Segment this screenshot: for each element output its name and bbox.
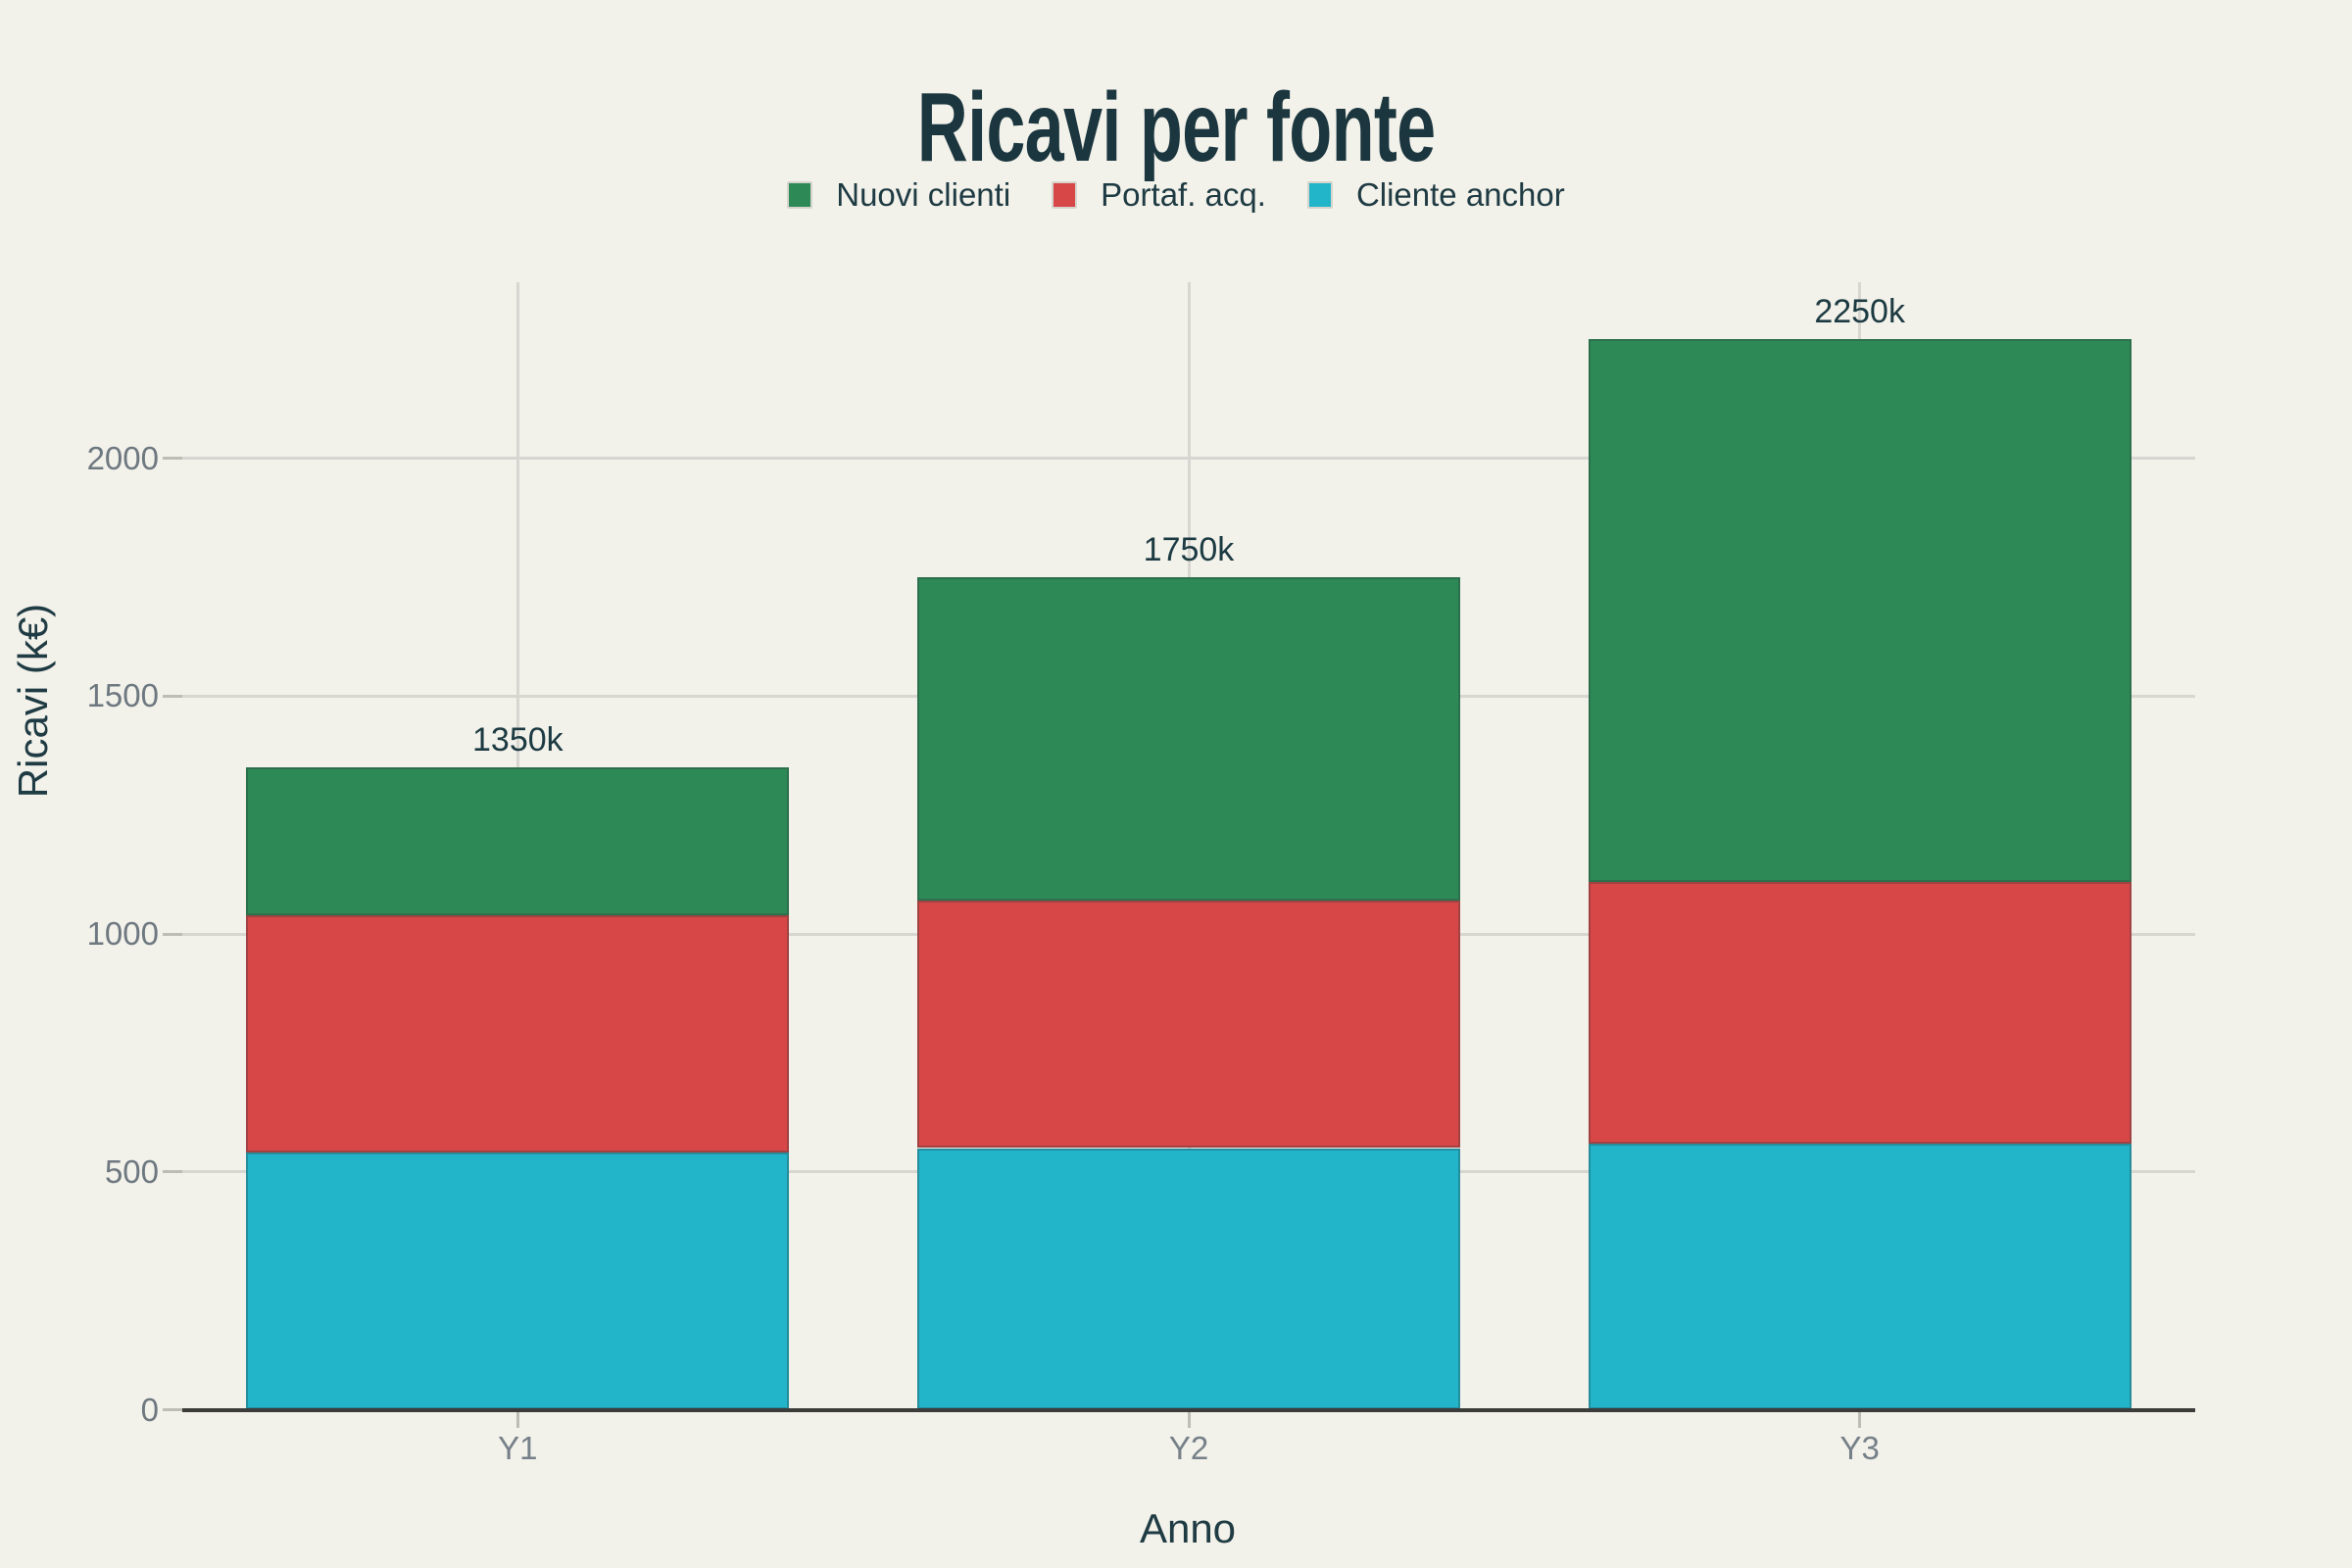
x-tick-mark-Y3 [1858,1412,1862,1428]
y-tick-label-1000: 1000 [86,915,159,953]
x-tick-label-Y3: Y3 [1839,1430,1880,1466]
legend-label: Portaf. acq. [1101,176,1266,213]
legend-swatch-icon [1306,181,1333,209]
x-tick-label-Y1: Y1 [498,1430,538,1466]
legend: Nuovi clienti Portaf. acq. Cliente anchor [0,172,2352,218]
legend-item: Cliente anchor [1306,176,1565,214]
bar-segment-Y1-cliente-anchor [246,1152,790,1410]
bar-segment-Y1-nuovi-clienti [246,767,790,915]
x-tick-mark-Y1 [515,1412,519,1428]
bar-segment-Y2-nuovi-clienti [917,576,1460,902]
x-tick-label-Y2: Y2 [1168,1430,1209,1466]
chart-title: Ricavi per fonte [916,72,1436,182]
chart-title-row: Ricavi per fonte [0,73,2352,182]
legend-label: Cliente anchor [1355,176,1565,213]
y-tick-mark-0 [163,1408,182,1411]
legend-item: Portaf. acq. [1052,176,1266,214]
legend-label: Nuovi clienti [836,176,1011,213]
y-tick-label-0: 0 [140,1391,159,1428]
legend-item: Nuovi clienti [787,176,1010,214]
bar-segment-Y3-portaf-acq- [1588,881,2132,1144]
y-tick-mark-2000 [163,457,182,461]
bar-total-label-Y2: 1750k [1143,530,1235,568]
bar-total-label-Y3: 2250k [1814,293,1905,331]
legend-swatch-icon [1052,181,1078,209]
bar-segment-Y3-cliente-anchor [1588,1143,2132,1410]
y-tick-label-500: 500 [104,1152,159,1190]
y-tick-label-2000: 2000 [86,439,159,476]
bar-segment-Y1-portaf-acq- [246,914,790,1153]
bar-segment-Y2-portaf-acq- [917,901,1460,1149]
y-tick-mark-1000 [163,932,182,936]
bar-total-label-Y1: 1350k [472,721,564,760]
x-axis-title: Anno [1139,1505,1237,1551]
y-tick-label-1500: 1500 [86,677,159,714]
bar-segment-Y2-cliente-anchor [917,1148,1460,1410]
bar-segment-Y3-nuovi-clienti [1588,339,2132,882]
x-tick-mark-Y2 [1187,1412,1191,1428]
y-tick-mark-1500 [163,694,182,698]
legend-swatch-icon [787,181,813,209]
y-tick-mark-500 [163,1170,182,1174]
x-axis-line [182,1408,2195,1412]
